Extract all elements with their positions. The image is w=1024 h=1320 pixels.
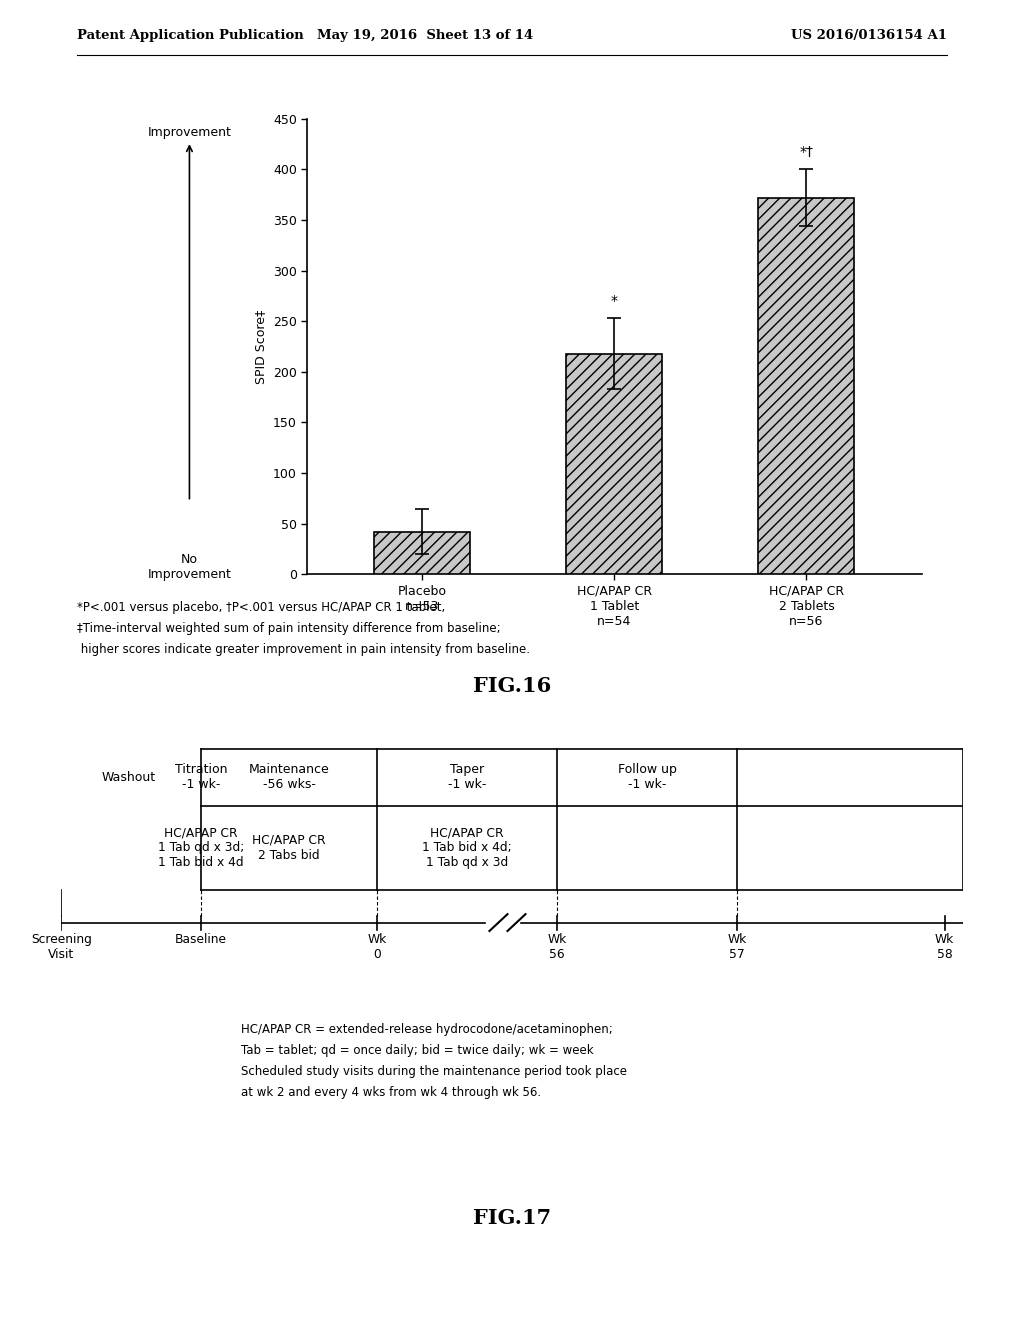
Text: Taper
-1 wk-: Taper -1 wk- (447, 763, 486, 792)
Text: Wk
58: Wk 58 (935, 933, 954, 961)
Text: Wk
0: Wk 0 (368, 933, 386, 961)
Text: Maintenance
-56 wks-: Maintenance -56 wks- (249, 763, 330, 792)
Text: Wk
56: Wk 56 (548, 933, 566, 961)
Text: HC/APAP CR
2 Tabs bid: HC/APAP CR 2 Tabs bid (252, 834, 326, 862)
Text: Patent Application Publication: Patent Application Publication (77, 29, 303, 42)
Text: FIG.16: FIG.16 (473, 676, 551, 696)
Text: Tab = tablet; qd = once daily; bid = twice daily; wk = week: Tab = tablet; qd = once daily; bid = twi… (241, 1044, 593, 1057)
Text: Baseline: Baseline (175, 933, 227, 946)
Text: Titration
-1 wk-: Titration -1 wk- (175, 763, 227, 792)
Text: Wk
57: Wk 57 (728, 933, 746, 961)
Text: ‡Time-interval weighted sum of pain intensity difference from baseline;: ‡Time-interval weighted sum of pain inte… (77, 622, 501, 635)
Text: Follow up
-1 wk-: Follow up -1 wk- (617, 763, 677, 792)
Text: US 2016/0136154 A1: US 2016/0136154 A1 (792, 29, 947, 42)
Bar (759, 198, 854, 574)
Bar (566, 354, 663, 574)
Text: at wk 2 and every 4 wks from wk 4 through wk 56.: at wk 2 and every 4 wks from wk 4 throug… (241, 1086, 541, 1100)
Text: FIG.17: FIG.17 (473, 1208, 551, 1228)
Text: higher scores indicate greater improvement in pain intensity from baseline.: higher scores indicate greater improveme… (77, 643, 529, 656)
Bar (375, 532, 470, 574)
Text: *P<.001 versus placebo, †P<.001 versus HC/APAP CR 1 tablet,: *P<.001 versus placebo, †P<.001 versus H… (77, 601, 445, 614)
Text: HC/APAP CR = extended-release hydrocodone/acetaminophen;: HC/APAP CR = extended-release hydrocodon… (241, 1023, 612, 1036)
Text: *†: *† (800, 145, 813, 160)
Text: Washout: Washout (102, 771, 156, 784)
Text: *: * (611, 294, 617, 308)
Y-axis label: SPID Score‡: SPID Score‡ (254, 309, 267, 384)
Text: Screening
Visit: Screening Visit (31, 933, 92, 961)
Text: HC/APAP CR
1 Tab bid x 4d;
1 Tab qd x 3d: HC/APAP CR 1 Tab bid x 4d; 1 Tab qd x 3d (422, 826, 512, 869)
Text: Scheduled study visits during the maintenance period took place: Scheduled study visits during the mainte… (241, 1065, 627, 1078)
Text: No
Improvement: No Improvement (147, 553, 231, 581)
Text: HC/APAP CR
1 Tab qd x 3d;
1 Tab bid x 4d: HC/APAP CR 1 Tab qd x 3d; 1 Tab bid x 4d (158, 826, 245, 869)
Text: Improvement: Improvement (147, 125, 231, 139)
Text: May 19, 2016  Sheet 13 of 14: May 19, 2016 Sheet 13 of 14 (316, 29, 534, 42)
